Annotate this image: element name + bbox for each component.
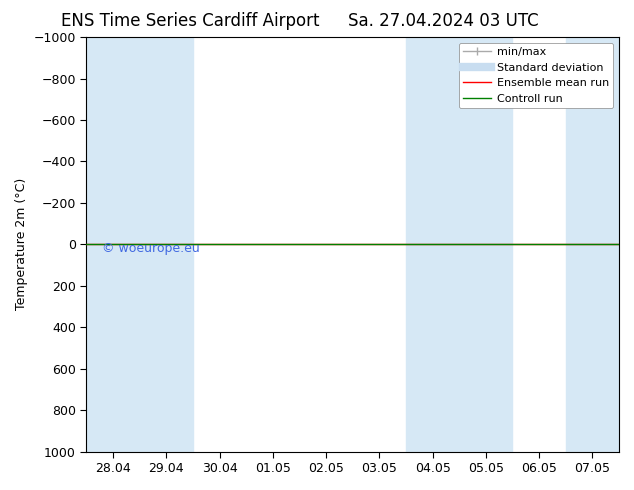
Bar	[459, 37, 512, 452]
Bar	[406, 37, 459, 452]
Text: ENS Time Series Cardiff Airport: ENS Time Series Cardiff Airport	[61, 12, 320, 30]
Y-axis label: Temperature 2m (°C): Temperature 2m (°C)	[15, 178, 28, 311]
Bar	[86, 37, 139, 452]
Legend: min/max, Standard deviation, Ensemble mean run, Controll run: min/max, Standard deviation, Ensemble me…	[459, 43, 614, 108]
Bar	[566, 37, 619, 452]
Bar	[139, 37, 193, 452]
Text: © woeurope.eu: © woeurope.eu	[102, 242, 200, 255]
Text: Sa. 27.04.2024 03 UTC: Sa. 27.04.2024 03 UTC	[349, 12, 539, 30]
